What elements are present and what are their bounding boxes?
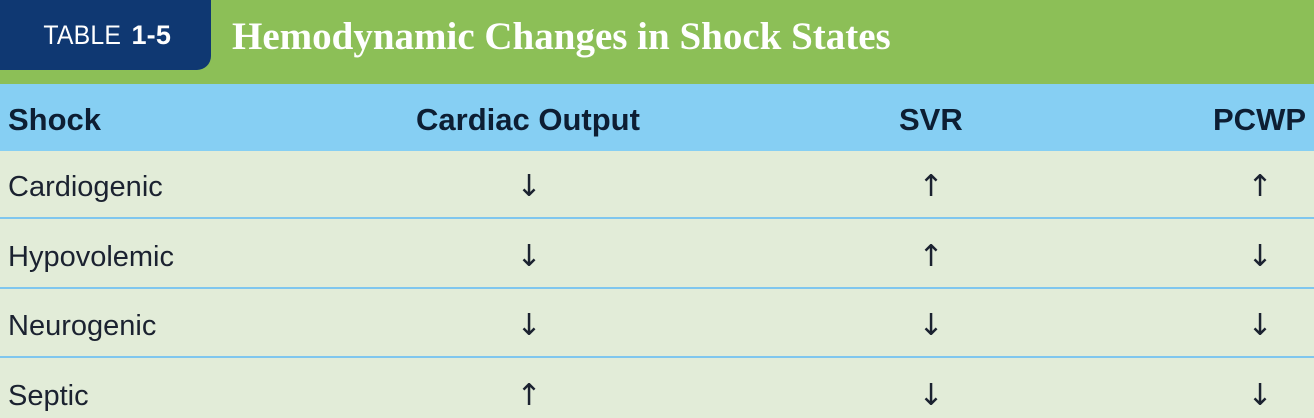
cardiac-output-arrow-icon: ↓: [516, 239, 542, 274]
pcwp-arrow-icon: ↓: [1247, 239, 1273, 274]
column-header-svr: SVR: [899, 102, 963, 137]
shock-type-cell: Cardiogenic: [8, 171, 163, 203]
cardiac-output-arrow-icon: ↓: [516, 169, 542, 204]
table-row: Septic ↑ ↓ ↓: [0, 360, 1314, 418]
pcwp-arrow-icon: ↓: [1247, 378, 1273, 413]
table-row: Neurogenic ↓ ↓ ↓: [0, 290, 1314, 358]
table-label-number: 1-5: [131, 19, 172, 50]
shock-type-cell: Hypovolemic: [8, 241, 174, 273]
column-header-cardiac-output: Cardiac Output: [416, 102, 640, 137]
table-title: Hemodynamic Changes in Shock States: [232, 15, 891, 58]
svr-arrow-icon: ↑: [918, 239, 944, 274]
cardiac-output-arrow-icon: ↓: [516, 308, 542, 343]
pcwp-arrow-icon: ↑: [1247, 169, 1273, 204]
shock-type-cell: Neurogenic: [8, 310, 157, 342]
shock-type-cell: Septic: [8, 380, 89, 412]
pcwp-arrow-icon: ↓: [1247, 308, 1273, 343]
svr-arrow-icon: ↓: [918, 308, 944, 343]
svr-arrow-icon: ↑: [918, 169, 944, 204]
table-row: Cardiogenic ↓ ↑ ↑: [0, 151, 1314, 219]
table-label-word: TABLE: [43, 19, 122, 50]
title-banner: TABLE 1-5 Hemodynamic Changes in Shock S…: [0, 0, 1314, 84]
cardiac-output-arrow-icon: ↑: [516, 378, 542, 413]
column-header-pcwp: PCWP: [1213, 102, 1306, 137]
table-row: Hypovolemic ↓ ↑ ↓: [0, 221, 1314, 289]
column-header-shock: Shock: [8, 102, 102, 137]
table-number-badge: TABLE 1-5: [0, 0, 211, 70]
table-header-row: Shock Cardiac Output SVR PCWP: [0, 84, 1314, 151]
svr-arrow-icon: ↓: [918, 378, 944, 413]
